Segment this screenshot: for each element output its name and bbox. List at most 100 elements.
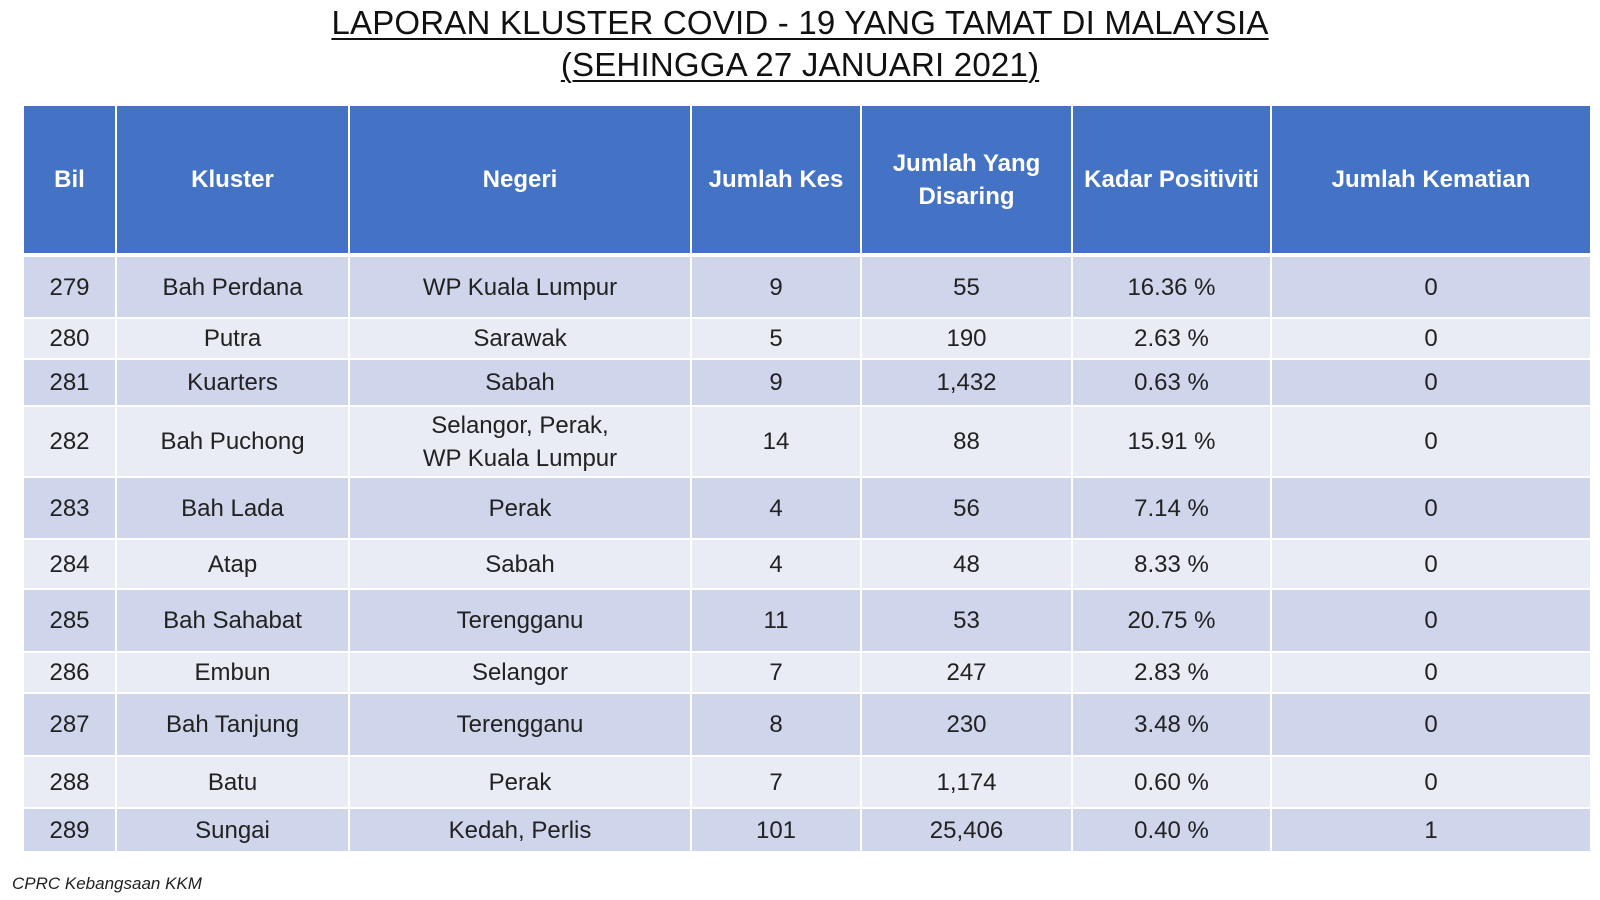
title-line-2: (SEHINGGA 27 JANUARI 2021) (560, 46, 1040, 83)
cell-jumlah-kes: 7 (690, 651, 862, 694)
cell-kadar-positiviti: 2.63 % (1071, 317, 1272, 360)
cell-jumlah-kematian: 0 (1270, 755, 1592, 809)
cell-negeri: Sabah (348, 538, 692, 590)
cell-kadar-positiviti: 15.91 % (1071, 405, 1272, 478)
cell-jumlah-kes: 5 (690, 317, 862, 360)
cell-kluster: Batu (115, 755, 350, 809)
cell-jumlah-disaring: 48 (860, 538, 1073, 590)
cell-jumlah-disaring: 1,432 (860, 358, 1073, 407)
table-row: 286 Embun Selangor 7 247 2.83 % 0 (22, 651, 1592, 694)
cell-negeri: Perak (348, 476, 692, 540)
cell-jumlah-disaring: 88 (860, 405, 1073, 478)
table-row: 287 Bah Tanjung Terengganu 8 230 3.48 % 0 (22, 692, 1592, 757)
cell-bil: 282 (22, 405, 117, 478)
cell-kluster: Bah Puchong (115, 405, 350, 478)
header-jumlah-disaring-label: Jumlah Yang Disaring (892, 149, 1041, 210)
cell-bil: 283 (22, 476, 117, 540)
header-jumlah-kes: Jumlah Kes (690, 104, 862, 256)
cell-kadar-positiviti: 0.60 % (1071, 755, 1272, 809)
table-row: 282 Bah Puchong Selangor, Perak, WP Kuala … (22, 405, 1592, 478)
cell-kluster: Kuarters (115, 358, 350, 407)
cluster-table-container: Bil Kluster Negeri Jumlah Kes Jumlah Yan… (22, 104, 1592, 853)
table-row: 284 Atap Sabah 4 48 8.33 % 0 (22, 538, 1592, 590)
cell-kadar-positiviti: 2.83 % (1071, 651, 1272, 694)
cell-negeri: Terengganu (348, 692, 692, 757)
table-row: 281 Kuarters Sabah 9 1,432 0.63 % 0 (22, 358, 1592, 407)
cell-kadar-positiviti: 0.40 % (1071, 807, 1272, 853)
table-row: 279 Bah Perdana WP Kuala Lumpur 9 55 16.36 % 0 (22, 254, 1592, 319)
cell-bil: 284 (22, 538, 117, 590)
header-jumlah-kematian: Jumlah Kematian (1270, 104, 1592, 256)
cell-jumlah-kes: 4 (690, 538, 862, 590)
cell-kluster: Embun (115, 651, 350, 694)
cell-jumlah-kematian: 1 (1270, 807, 1592, 853)
cell-jumlah-kematian: 0 (1270, 651, 1592, 694)
title-line-1: LAPORAN KLUSTER COVID - 19 YANG TAMAT DI… (331, 4, 1269, 41)
cell-jumlah-kes: 11 (690, 588, 862, 653)
cell-jumlah-disaring: 53 (860, 588, 1073, 653)
cell-jumlah-disaring: 247 (860, 651, 1073, 694)
cell-jumlah-kes: 9 (690, 254, 862, 319)
cell-negeri: Terengganu (348, 588, 692, 653)
cell-jumlah-kematian: 0 (1270, 254, 1592, 319)
cell-negeri: Selangor, Perak, WP Kuala Lumpur (348, 405, 692, 478)
cell-bil: 281 (22, 358, 117, 407)
cell-jumlah-disaring: 55 (860, 254, 1073, 319)
table-row: 288 Batu Perak 7 1,174 0.60 % 0 (22, 755, 1592, 809)
source-note: CPRC Kebangsaan KKM (12, 874, 202, 893)
cell-bil: 289 (22, 807, 117, 853)
cell-jumlah-kes: 4 (690, 476, 862, 540)
cell-negeri: Sabah (348, 358, 692, 407)
cluster-table: Bil Kluster Negeri Jumlah Kes Jumlah Yan… (22, 104, 1592, 853)
header-negeri: Negeri (348, 104, 692, 256)
cell-negeri: Kedah, Perlis (348, 807, 692, 853)
cell-jumlah-disaring: 56 (860, 476, 1073, 540)
cell-jumlah-kes: 14 (690, 405, 862, 478)
cell-negeri: Selangor (348, 651, 692, 694)
header-row: Bil Kluster Negeri Jumlah Kes Jumlah Yan… (22, 104, 1592, 256)
cell-negeri: Perak (348, 755, 692, 809)
cell-jumlah-kes: 7 (690, 755, 862, 809)
cell-negeri: WP Kuala Lumpur (348, 254, 692, 319)
cell-bil: 285 (22, 588, 117, 653)
table-row: 289 Sungai Kedah, Perlis 101 25,406 0.40 % 1 (22, 807, 1592, 853)
cell-kadar-positiviti: 8.33 % (1071, 538, 1272, 590)
cell-jumlah-kematian: 0 (1270, 588, 1592, 653)
cell-kadar-positiviti: 7.14 % (1071, 476, 1272, 540)
table-body: 279 Bah Perdana WP Kuala Lumpur 9 55 16.36 % 0… (22, 254, 1592, 853)
cell-negeri: Sarawak (348, 317, 692, 360)
cell-jumlah-kematian: 0 (1270, 538, 1592, 590)
cell-bil: 280 (22, 317, 117, 360)
cell-kluster: Bah Perdana (115, 254, 350, 319)
cell-bil: 288 (22, 755, 117, 809)
cell-jumlah-disaring: 230 (860, 692, 1073, 757)
table-row: 280 Putra Sarawak 5 190 2.63 % 0 (22, 317, 1592, 360)
cell-jumlah-kematian: 0 (1270, 358, 1592, 407)
cell-jumlah-kematian: 0 (1270, 692, 1592, 757)
cell-kadar-positiviti: 20.75 % (1071, 588, 1272, 653)
cell-kluster: Bah Lada (115, 476, 350, 540)
cell-kluster: Bah Tanjung (115, 692, 350, 757)
cell-bil: 287 (22, 692, 117, 757)
cell-kluster: Sungai (115, 807, 350, 853)
table-header: Bil Kluster Negeri Jumlah Kes Jumlah Yan… (22, 104, 1592, 256)
cell-kluster: Atap (115, 538, 350, 590)
cell-jumlah-kematian: 0 (1270, 476, 1592, 540)
header-kadar-positiviti: Kadar Positiviti (1071, 104, 1272, 256)
cell-jumlah-kes: 8 (690, 692, 862, 757)
table-row: 283 Bah Lada Perak 4 56 7.14 % 0 (22, 476, 1592, 540)
report-title: LAPORAN KLUSTER COVID - 19 YANG TAMAT DI… (0, 2, 1600, 86)
cell-bil: 279 (22, 254, 117, 319)
cell-bil: 286 (22, 651, 117, 694)
cell-jumlah-kematian: 0 (1270, 405, 1592, 478)
cell-jumlah-kes: 101 (690, 807, 862, 853)
cell-kluster: Putra (115, 317, 350, 360)
cell-jumlah-disaring: 1,174 (860, 755, 1073, 809)
cell-jumlah-disaring: 190 (860, 317, 1073, 360)
cell-jumlah-kematian: 0 (1270, 317, 1592, 360)
cell-jumlah-disaring: 25,406 (860, 807, 1073, 853)
cell-jumlah-kes: 9 (690, 358, 862, 407)
header-bil: Bil (22, 104, 117, 256)
header-jumlah-disaring: Jumlah Yang Disaring (860, 104, 1073, 256)
cell-kadar-positiviti: 3.48 % (1071, 692, 1272, 757)
